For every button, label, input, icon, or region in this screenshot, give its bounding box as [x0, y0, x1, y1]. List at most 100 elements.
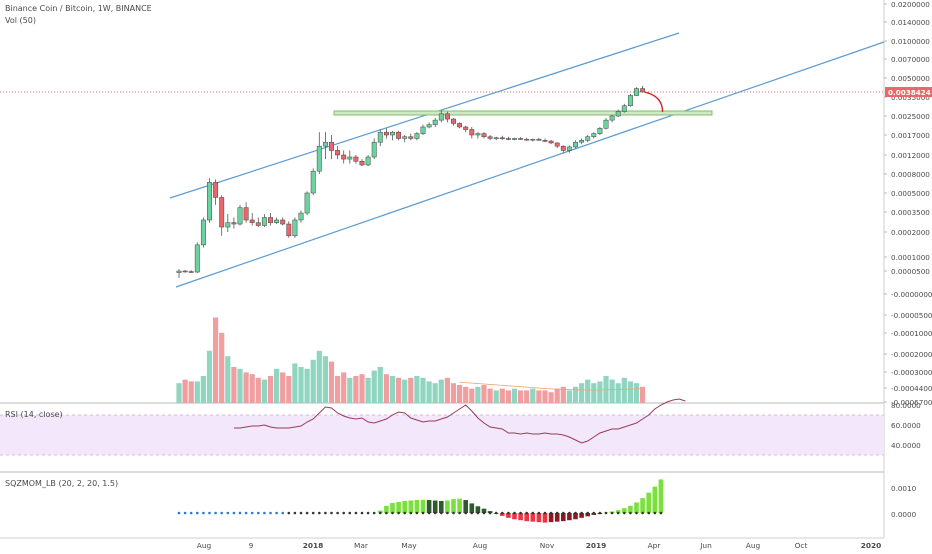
candle-body — [494, 138, 498, 139]
candle[interactable] — [207, 178, 211, 222]
candle[interactable] — [268, 213, 272, 225]
candle[interactable] — [299, 210, 303, 222]
candle[interactable] — [177, 269, 181, 278]
momentum-bar — [445, 501, 450, 513]
candle[interactable] — [610, 115, 614, 122]
candle[interactable] — [470, 127, 474, 138]
candle[interactable] — [482, 132, 486, 138]
candle[interactable] — [409, 134, 413, 141]
squeeze-momentum-pane[interactable] — [178, 479, 663, 522]
candle[interactable] — [305, 191, 309, 215]
candle[interactable] — [457, 122, 461, 128]
candle[interactable] — [201, 218, 205, 248]
time-tick-label: 2019 — [586, 541, 607, 550]
candle[interactable] — [537, 138, 541, 141]
candle[interactable] — [634, 87, 638, 96]
candle[interactable] — [573, 140, 577, 148]
candle[interactable] — [360, 159, 364, 166]
candle[interactable] — [494, 137, 498, 141]
price-pane[interactable] — [0, 0, 884, 538]
candle[interactable] — [506, 137, 510, 141]
candle[interactable] — [244, 202, 248, 222]
candle[interactable] — [628, 94, 632, 107]
candle[interactable] — [348, 150, 352, 163]
candle[interactable] — [518, 137, 522, 140]
candle[interactable] — [281, 218, 285, 226]
candle[interactable] — [543, 138, 547, 142]
candle[interactable] — [592, 132, 596, 138]
candle[interactable] — [427, 122, 431, 128]
candle[interactable] — [396, 131, 400, 140]
support-zone-rectangle[interactable] — [334, 111, 712, 115]
candle[interactable] — [226, 214, 230, 232]
candle[interactable] — [579, 138, 583, 144]
candle[interactable] — [464, 126, 468, 132]
candle[interactable] — [525, 138, 529, 141]
candle-body — [256, 223, 260, 226]
candle[interactable] — [640, 86, 644, 93]
candle[interactable] — [622, 104, 626, 113]
candle[interactable] — [384, 128, 388, 138]
candle[interactable] — [421, 125, 425, 135]
candle[interactable] — [500, 136, 504, 140]
candle-body — [573, 142, 577, 147]
squeeze-dot — [593, 512, 596, 515]
candle-body — [305, 193, 309, 213]
candle[interactable] — [372, 138, 376, 159]
candle[interactable] — [195, 242, 199, 273]
candle[interactable] — [250, 213, 254, 225]
candle[interactable] — [317, 132, 321, 174]
candle[interactable] — [451, 118, 455, 126]
candle[interactable] — [335, 146, 339, 159]
candle[interactable] — [366, 155, 370, 166]
projection-arrow[interactable] — [645, 92, 663, 112]
candle[interactable] — [256, 218, 260, 227]
channel-lower-line[interactable] — [176, 42, 884, 287]
candle[interactable] — [189, 270, 193, 273]
candle[interactable] — [488, 135, 492, 140]
candle[interactable] — [555, 142, 559, 148]
candle[interactable] — [238, 205, 242, 226]
candle[interactable] — [274, 218, 278, 225]
candle[interactable] — [311, 168, 315, 195]
price-axis[interactable]: 0.02000000.01400000.01000000.00700000.00… — [884, 0, 932, 519]
candle-body — [311, 171, 315, 193]
candle[interactable] — [262, 214, 266, 227]
candle[interactable] — [512, 138, 516, 141]
candle[interactable] — [342, 150, 346, 163]
volume-bar — [530, 389, 535, 403]
squeeze-dot — [355, 512, 358, 515]
candle[interactable] — [293, 218, 297, 238]
candle[interactable] — [598, 127, 602, 135]
candle[interactable] — [390, 131, 394, 140]
candle-body — [525, 139, 529, 140]
candle[interactable] — [213, 179, 217, 204]
candle-body — [342, 155, 346, 159]
candle[interactable] — [586, 135, 590, 142]
candle[interactable] — [531, 138, 535, 141]
candle[interactable] — [323, 132, 327, 159]
candle[interactable] — [220, 195, 224, 236]
squeeze-dot — [654, 512, 657, 515]
candle[interactable] — [354, 155, 358, 164]
candle[interactable] — [476, 132, 480, 138]
candle[interactable] — [433, 118, 437, 127]
squeeze-dot — [525, 512, 528, 515]
candle[interactable] — [403, 135, 407, 142]
volume-bar — [402, 380, 407, 403]
candle[interactable] — [549, 140, 553, 144]
candle[interactable] — [378, 130, 382, 147]
candle[interactable] — [604, 118, 608, 130]
momentum-bar — [409, 501, 414, 513]
candle[interactable] — [329, 135, 333, 159]
candle[interactable] — [415, 132, 419, 140]
candle[interactable] — [287, 221, 291, 238]
candle[interactable] — [561, 145, 565, 152]
rsi-pane[interactable] — [0, 399, 884, 455]
candle[interactable] — [232, 218, 236, 229]
squeeze-dot — [471, 512, 474, 515]
candle[interactable] — [183, 270, 187, 273]
